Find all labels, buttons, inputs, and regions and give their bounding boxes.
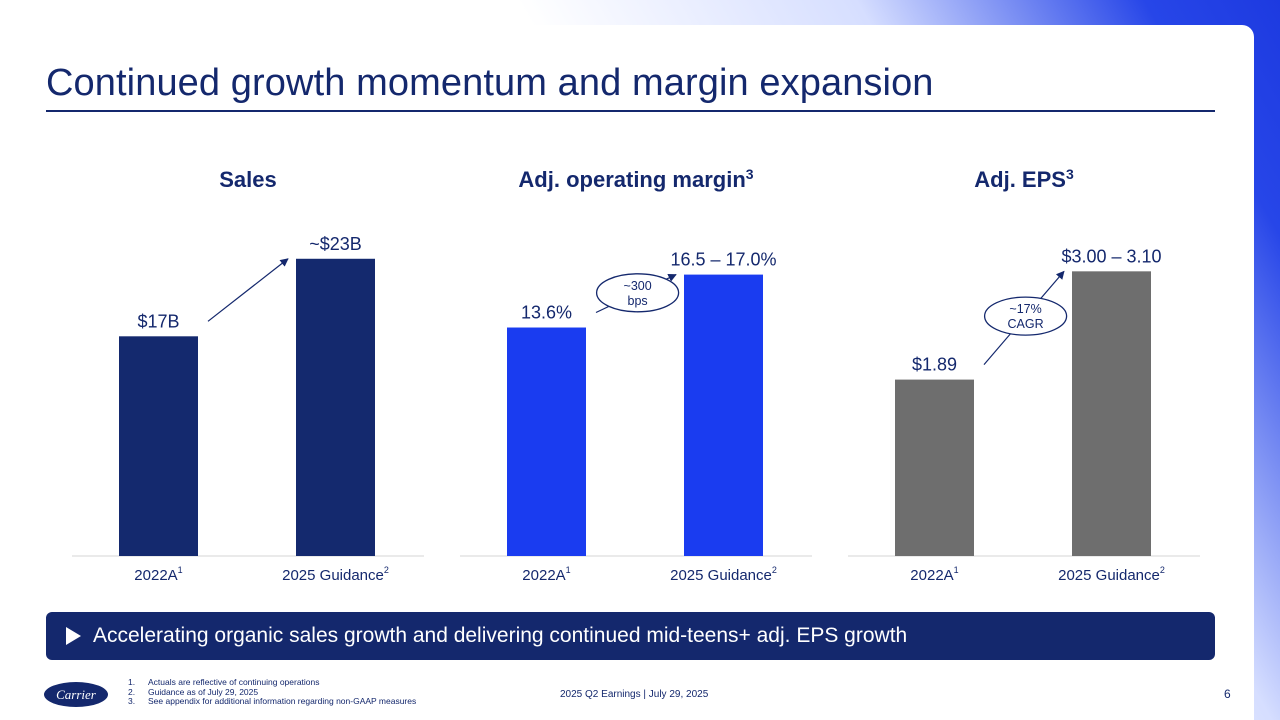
bar xyxy=(507,327,586,556)
chart-title: Sales xyxy=(219,167,277,192)
footer-event-date: 2025 Q2 Earnings | July 29, 2025 xyxy=(560,689,709,700)
category-tick-label: 2025 Guidance2 xyxy=(670,565,777,584)
data-label: $3.00 – 3.10 xyxy=(1061,246,1161,266)
bar-charts: Sales $17B 2022A1 ~$23B 2025 Guidance2 Adj. o… xyxy=(72,166,1200,584)
bar xyxy=(296,258,375,556)
carrier-logo: Carrier xyxy=(44,682,108,707)
growth-callout-oval xyxy=(983,296,1068,336)
chart-title: Adj. operating margin3 xyxy=(518,166,753,192)
footnote-number: 1. xyxy=(128,677,136,687)
footnote: 2. Guidance as of July 29, 2025 xyxy=(128,686,416,698)
data-label: $1.89 xyxy=(912,355,957,375)
bar xyxy=(895,379,974,556)
footnote: 1. Actuals are reflective of continuing o… xyxy=(128,677,416,688)
bar xyxy=(684,274,763,556)
data-label: ~$23B xyxy=(309,234,362,254)
growth-callout-text: ~17% CAGR xyxy=(1008,302,1044,331)
footnote-text: Actuals are reflective of continuing ope… xyxy=(148,677,320,687)
growth-callout-text: ~300 bps xyxy=(624,279,652,308)
category-tick-label: 2022A1 xyxy=(134,565,182,584)
footnote-number: 2. xyxy=(128,686,136,697)
footnotes: 1. Actuals are reflective of continuing o… xyxy=(128,677,416,707)
slide-title: Continued growth momentum and margin exp… xyxy=(46,62,934,104)
category-tick-label: 2022A1 xyxy=(522,565,570,584)
page-number: 6 xyxy=(1224,687,1231,701)
chart-title: Adj. EPS3 xyxy=(974,166,1074,192)
data-label: 16.5 – 17.0% xyxy=(670,250,776,270)
growth-callout-oval xyxy=(595,273,680,313)
takeaway-banner: Accelerating organic sales growth and de… xyxy=(46,612,1215,660)
footnote-number: 3. xyxy=(128,696,136,707)
category-tick-label: 2025 Guidance2 xyxy=(282,565,389,584)
data-label: $17B xyxy=(137,311,179,331)
category-tick-label: 2022A1 xyxy=(910,565,958,584)
logo-text: Carrier xyxy=(56,686,96,702)
slide-card xyxy=(0,25,1254,720)
category-tick-label: 2025 Guidance2 xyxy=(1058,565,1165,584)
bar xyxy=(1072,271,1151,556)
footnote-text: See appendix for additional information … xyxy=(148,696,417,707)
title-divider xyxy=(46,110,1215,112)
footnote-text: Guidance as of July 29, 2025 xyxy=(148,686,259,697)
bar xyxy=(119,336,198,556)
growth-arrow xyxy=(207,258,289,322)
play-triangle-icon xyxy=(66,627,81,645)
footnote: 3. See appendix for additional informatio… xyxy=(128,697,416,707)
banner-text: Accelerating organic sales growth and de… xyxy=(93,624,908,647)
data-label: 13.6% xyxy=(521,303,572,323)
